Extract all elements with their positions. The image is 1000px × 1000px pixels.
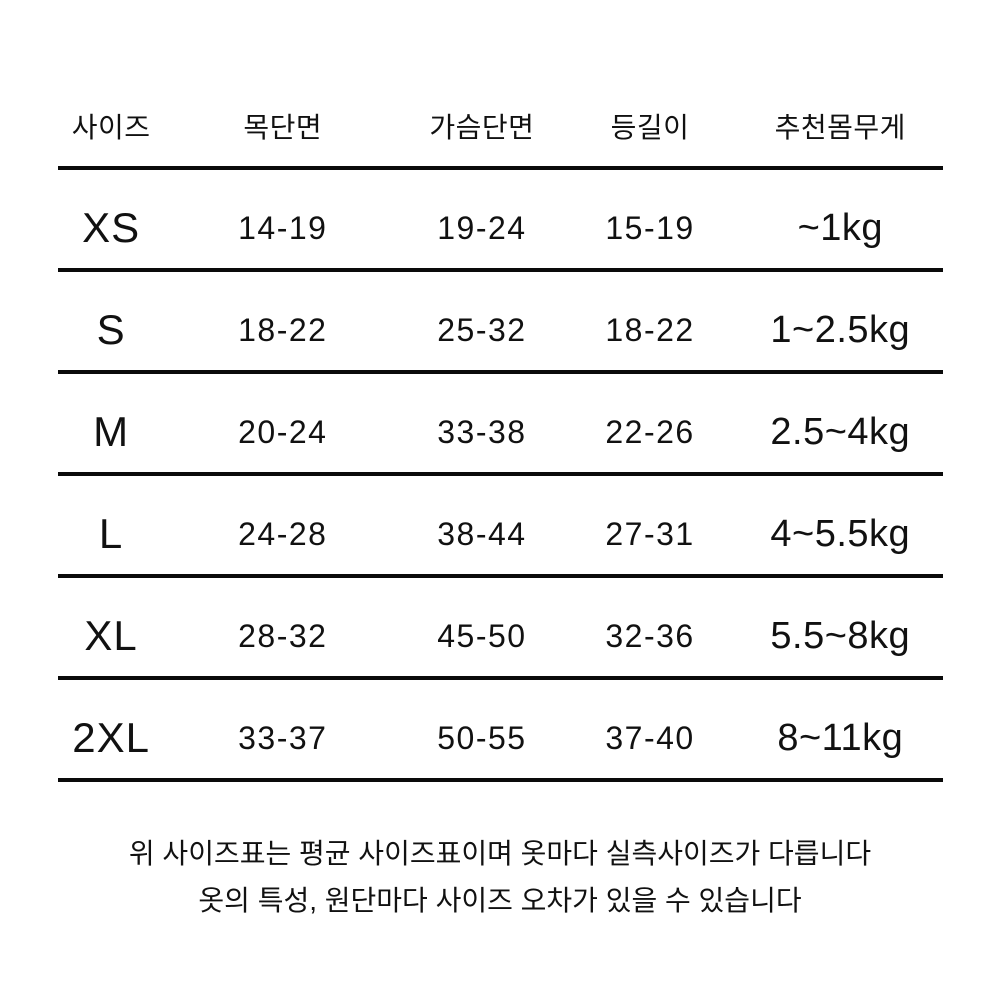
chest-cell: 38-44 [437,515,527,552]
chest-cell: 33-38 [437,413,527,450]
chest-cell: 25-32 [437,311,527,348]
neck-cell: 24-28 [238,515,328,552]
neck-cell: 14-19 [238,209,328,246]
chest-cell: 19-24 [437,209,527,246]
footnote-line-2: 옷의 특성, 원단마다 사이즈 오차가 있을 수 있습니다 [198,885,802,916]
weight-cell: 2.5~4kg [770,410,911,453]
chest-cell: 45-50 [437,617,527,654]
size-cell: S [96,306,126,353]
back-length-cell: 15-19 [605,209,695,246]
size-cell: M [93,408,130,455]
weight-cell: 1~2.5kg [770,308,911,351]
table-row-s: S 18-22 25-32 18-22 1~2.5kg [58,272,943,374]
size-column-header: 사이즈 [71,111,151,143]
table-row-m: M 20-24 33-38 22-26 2.5~4kg [58,374,943,476]
back-length-cell: 22-26 [605,413,695,450]
neck-column-header: 목단면 [243,111,323,143]
neck-cell: 33-37 [238,719,328,756]
table-row-l: L 24-28 38-44 27-31 4~5.5kg [58,476,943,578]
neck-cell: 28-32 [238,617,328,654]
chest-cell: 50-55 [437,719,527,756]
table-header-row: 사이즈 목단면 가슴단면 등길이 추천몸무게 [58,85,943,170]
footnote-line-1: 위 사이즈표는 평균 사이즈표이며 옷마다 실측사이즈가 다릅니다 [128,838,872,869]
size-cell: XS [82,204,141,251]
size-cell: 2XL [72,714,150,761]
weight-cell: ~1kg [797,206,884,249]
footnote: 위 사이즈표는 평균 사이즈표이며 옷마다 실측사이즈가 다릅니다 옷의 특성,… [0,830,1000,924]
table-row-xl: XL 28-32 45-50 32-36 5.5~8kg [58,578,943,680]
neck-cell: 20-24 [238,413,328,450]
back-length-cell: 37-40 [605,719,695,756]
weight-cell: 8~11kg [777,716,904,759]
size-chart-table: 사이즈 목단면 가슴단면 등길이 추천몸무게 XS 14-19 19-24 15… [58,85,943,782]
weight-cell: 5.5~8kg [770,614,911,657]
table-row-2xl: 2XL 33-37 50-55 37-40 8~11kg [58,680,943,782]
back-length-cell: 18-22 [605,311,695,348]
back-length-cell: 32-36 [605,617,695,654]
size-cell: L [98,510,124,557]
size-cell: XL [84,612,138,659]
weight-column-header: 추천몸무게 [774,111,906,143]
chest-column-header: 가슴단면 [429,111,535,143]
weight-cell: 4~5.5kg [770,512,911,555]
back-length-cell: 27-31 [605,515,695,552]
back-length-column-header: 등길이 [610,111,690,143]
table-row-xs: XS 14-19 19-24 15-19 ~1kg [58,170,943,272]
neck-cell: 18-22 [238,311,328,348]
